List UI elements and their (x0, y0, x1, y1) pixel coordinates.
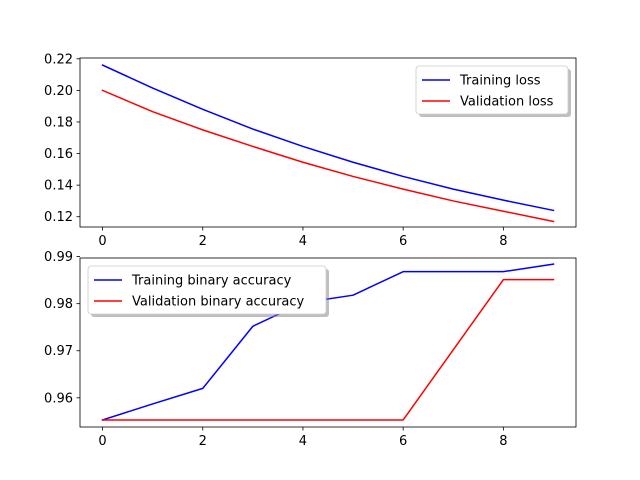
accuracy-subplot: 0 2 4 6 8 0.96 0.97 0.98 0.99 Training binary acc… (44, 250, 577, 449)
x-tick-label: 6 (399, 234, 407, 249)
x-tick-label: 8 (499, 434, 507, 449)
x-tick-label: 8 (499, 234, 507, 249)
x-tick-label: 0 (98, 434, 106, 449)
x-tick-label: 0 (98, 234, 106, 249)
y-tick-label: 0.18 (44, 115, 73, 130)
y-tick-label: 0.97 (44, 344, 73, 359)
loss-subplot: 0 2 4 6 8 0.12 0.14 0.16 0.18 0.20 0.22 Training lo… (44, 52, 577, 249)
x-tick-label: 2 (199, 434, 207, 449)
legend-box (87, 265, 327, 315)
legend-label-validation-binary-accuracy: Validation binary accuracy (132, 295, 305, 310)
y-tick-label: 0.12 (44, 210, 73, 225)
legend: Training binary accuracy Validation binar… (87, 265, 329, 317)
y-tick-label: 0.14 (44, 179, 73, 194)
legend-label-training-binary-accuracy: Training binary accuracy (131, 274, 292, 289)
x-tick-label: 6 (399, 434, 407, 449)
axes-frame (79, 257, 577, 428)
y-tick-label: 0.22 (44, 52, 73, 67)
legend-label-training-loss: Training loss (459, 74, 541, 89)
series-line-training-loss (101, 64, 555, 212)
y-tick-label: 0.16 (44, 147, 73, 162)
y-tick-label: 0.20 (44, 84, 73, 99)
legend: Training loss Validation loss (415, 65, 571, 117)
legend-box (415, 65, 569, 115)
legend-label-validation-loss: Validation loss (460, 95, 554, 110)
axes-frame (79, 57, 577, 228)
series-line-validation-binary-accuracy (101, 278, 555, 421)
x-tick-label: 4 (299, 234, 307, 249)
y-tick-label: 0.98 (44, 297, 73, 312)
x-tick-label: 2 (199, 234, 207, 249)
x-tick-label: 4 (299, 434, 307, 449)
series-line-validation-loss (101, 89, 555, 223)
y-tick-label: 0.99 (44, 250, 73, 265)
y-tick-label: 0.96 (44, 391, 73, 406)
